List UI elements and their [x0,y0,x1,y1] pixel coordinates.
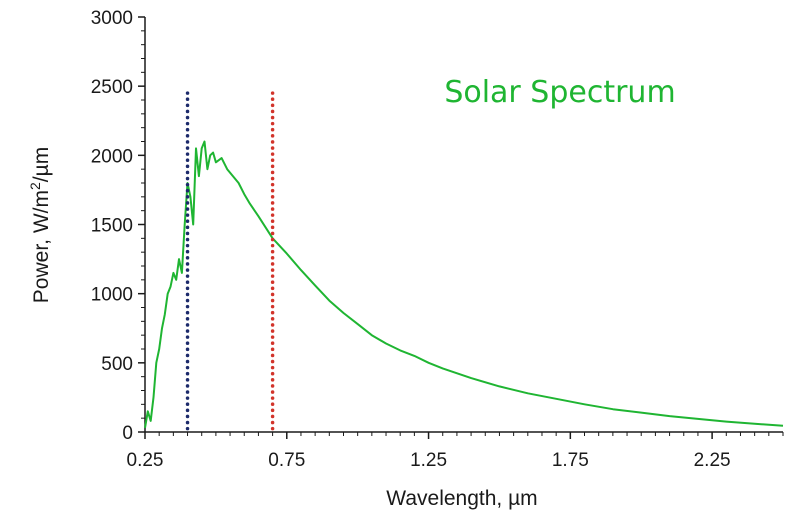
x-tick-label: 0.75 [268,450,305,471]
y-axis-title-prefix: Power, W/m [30,190,53,303]
chart-title: Solar Spectrum [444,75,675,110]
spectrum-series-line [144,140,784,429]
y-tick-label: 2000 [91,146,133,167]
x-tick-label: 2.25 [694,450,731,471]
plot-area: 0 500 1000 1500 2000 2500 3000 0.25 0.75 1.25 1.75… [91,8,784,471]
y-axis-title-sup: 2 [27,182,43,190]
y-tick-label: 2500 [91,77,133,98]
y-tick-label: 3000 [91,8,133,29]
x-tick-label: 0.25 [127,450,164,471]
y-tick-label: 0 [122,423,133,444]
y-tick-label: 1500 [91,216,133,237]
x-tick-label: 1.75 [552,450,589,471]
y-tick-label: 1000 [91,285,133,306]
x-axis-title: Wavelength, µm [386,487,537,510]
x-tick-label: 1.25 [410,450,447,471]
y-tick-label: 500 [101,354,133,375]
y-axis-title-suffix: /µm [30,147,53,182]
y-axis-title: Power, W/m2/µm [27,147,53,303]
